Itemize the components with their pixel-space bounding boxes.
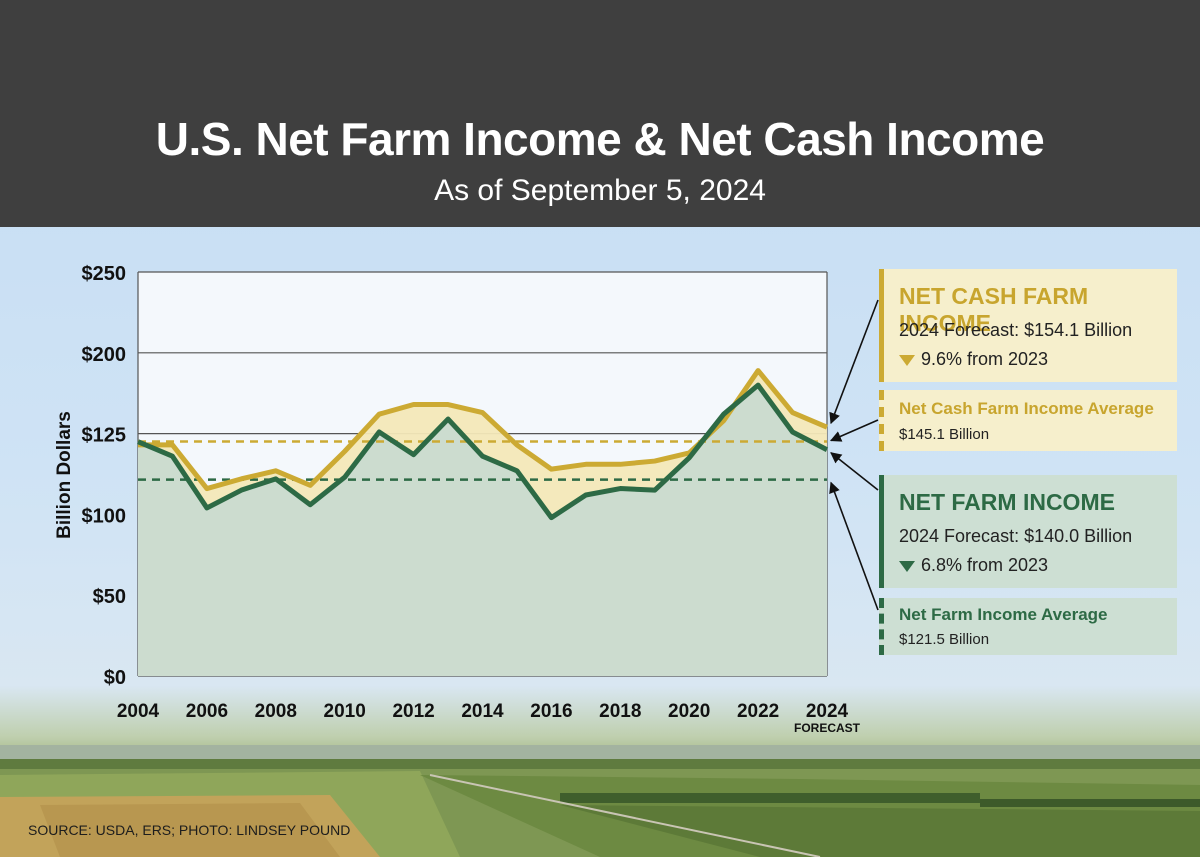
cash-average-box: Net Cash Farm Income Average $145.1 Bill… xyxy=(879,390,1177,451)
farm-average-arrow xyxy=(829,481,879,611)
x-tick-label: 2018 xyxy=(599,701,641,722)
cash-income-box: NET CASH FARM INCOME 2024 Forecast: $154… xyxy=(879,269,1177,382)
y-tick-label: $0 xyxy=(104,667,126,689)
series-lines xyxy=(137,368,829,521)
x-tick-label: 2006 xyxy=(186,701,228,722)
x-tick-label: 2016 xyxy=(530,701,572,722)
chart-title: U.S. Net Farm Income & Net Cash Income xyxy=(155,113,1045,165)
callout-arrows xyxy=(829,299,879,611)
cash-average-value: $145.1 Billion xyxy=(899,426,990,443)
x-tick-label: 2022 xyxy=(737,701,779,722)
down-triangle-icon xyxy=(899,560,915,572)
cash-average-arrow xyxy=(829,419,879,442)
y-tick-labels: $0 $50 $100 $125 $200 $250 xyxy=(82,263,127,689)
x-tick-label: 2014 xyxy=(461,701,504,722)
farm-income-box: NET FARM INCOME 2024 Forecast: $140.0 Bi… xyxy=(879,475,1177,588)
farm-average-value: $121.5 Billion xyxy=(899,631,990,648)
cash-average-title: Net Cash Farm Income Average xyxy=(899,399,1154,418)
header-bar xyxy=(0,0,1200,227)
cash-income-change-text: 9.6% from 2023 xyxy=(921,349,1049,369)
cash-income-arrow xyxy=(829,299,879,425)
x-tick-label: 2012 xyxy=(392,701,434,722)
y-tick-label: $50 xyxy=(93,586,126,608)
farm-average-title: Net Farm Income Average xyxy=(899,605,1108,624)
farm-field-photo xyxy=(0,745,1200,857)
y-tick-label: $250 xyxy=(82,263,127,285)
cash-income-title: NET CASH FARM INCOME xyxy=(899,283,1089,336)
y-axis-label: Billion Dollars xyxy=(54,411,75,539)
down-triangle-icon xyxy=(899,354,915,366)
farm-income-arrow xyxy=(830,452,879,491)
cash-income-forecast: 2024 Forecast: $154.1 Billion xyxy=(899,320,1133,340)
x-tick-label: 2010 xyxy=(324,701,366,722)
y-tick-label: $125 xyxy=(82,425,127,447)
chart-subtitle: As of September 5, 2024 xyxy=(434,174,766,207)
source-credit: SOURCE: USDA, ERS; PHOTO: LINDSEY POUND xyxy=(28,822,351,838)
farm-average-box: Net Farm Income Average $121.5 Billion xyxy=(879,598,1177,655)
cash-income-change: 9.6% from 2023 xyxy=(899,349,1048,370)
farm-income-line xyxy=(137,382,829,521)
farm-income-title: NET FARM INCOME xyxy=(899,489,1115,515)
cash-income-band xyxy=(138,370,827,518)
x-tick-label: 2024 xyxy=(806,701,849,722)
y-tick-label: $100 xyxy=(82,505,127,527)
farm-income-change-text: 6.8% from 2023 xyxy=(921,555,1049,575)
farm-income-forecast: 2024 Forecast: $140.0 Billion xyxy=(899,526,1133,546)
farm-income-area xyxy=(138,385,827,676)
x-tick-label: 2004 xyxy=(117,701,160,722)
y-tick-label: $200 xyxy=(82,344,127,366)
average-lines xyxy=(138,440,827,481)
x-tick-labels: 2004 2006 2008 2010 2012 2014 2016 2018 2020 2022… xyxy=(117,701,849,722)
x-tick-label: 2008 xyxy=(255,701,297,722)
series-areas xyxy=(138,370,827,676)
x-tick-label: 2020 xyxy=(668,701,710,722)
farm-income-change: 6.8% from 2023 xyxy=(899,555,1048,576)
x-forecast-label: FORECAST xyxy=(794,721,861,735)
